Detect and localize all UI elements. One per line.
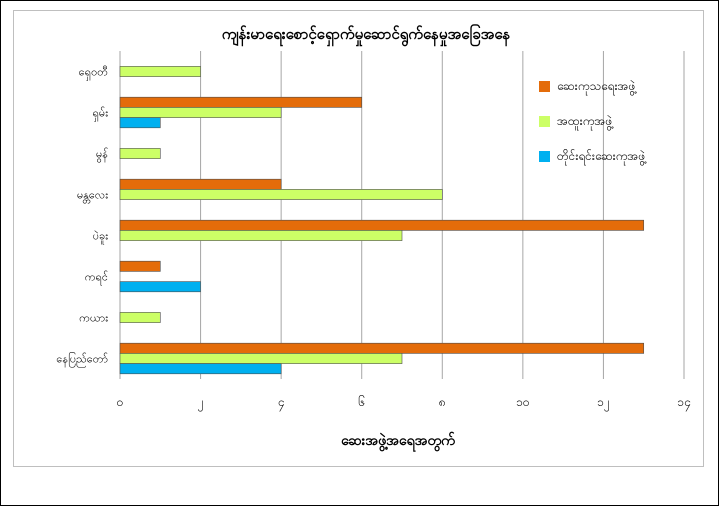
x-tick-labels: ၀ ၂ ၄ ၆ ၈ ၁၀ ၁၂ ၁၄ (117, 394, 691, 412)
bar (119, 281, 201, 293)
legend-swatch (539, 81, 550, 92)
category-label: မွန် (96, 148, 108, 163)
chart-title: ကျန်းမာရေးစောင့်ရှောက်မှုဆောင်ရွက်နေမှုအ… (222, 23, 511, 47)
x-axis-title: ဆေးအဖွဲ့အရေအတွက် (341, 432, 456, 452)
bar (119, 189, 443, 200)
bar (119, 363, 282, 375)
category-label: မန္တလေး (77, 189, 108, 204)
bar (119, 260, 161, 272)
category-label: ရှမ်း (93, 107, 109, 122)
legend-label: အထူးကုအဖွဲ့ (557, 113, 613, 131)
legend-label: ဆေးကုသရေးအဖွဲ့ (557, 78, 637, 96)
bar (119, 353, 403, 364)
category-label: နေပြည်တော် (56, 352, 108, 368)
bar (119, 148, 161, 159)
bar (119, 342, 645, 354)
x-tick-label: ၀ (117, 395, 124, 409)
bar (119, 66, 201, 77)
bar (119, 117, 161, 129)
bar (119, 312, 161, 323)
x-tick-label: ၆ (358, 394, 365, 409)
legend-swatch (539, 151, 550, 162)
x-tick-label: ၁၀ (516, 395, 530, 409)
legend: ဆေးကုသရေးအဖွဲ့အထူးကုအဖွဲ့တိုင်းရင်းဆေးကု… (539, 78, 646, 166)
category-label: ရှေ၀တီ (79, 66, 109, 81)
bar (119, 107, 282, 118)
category-label: ကရင် (85, 271, 108, 286)
category-label: ပဲခူး (93, 230, 108, 245)
category-label: ကယား (79, 312, 108, 325)
x-tick-label: ၁၄ (677, 395, 691, 412)
bar (119, 230, 403, 241)
x-tick-label: ၄ (278, 395, 285, 412)
bar (119, 96, 363, 108)
bar-chart: ကျန်းမာရေးစောင့်ရှောက်မှုဆောင်ရွက်နေမှုအ… (56, 23, 691, 452)
bar (119, 178, 282, 190)
x-tick-label: ၁၂ (597, 395, 610, 412)
x-tick-label: ၂ (198, 395, 204, 412)
category-labels: ရှေ၀တီရှမ်းမွန်မန္တလေးပဲခူးကရင်ကယားနေပြည… (56, 66, 108, 368)
bars (119, 66, 645, 375)
legend-label: တိုင်းရင်းဆေးကုအဖွဲ့ (557, 148, 646, 166)
chart-frame: ကျန်းမာရေးစောင့်ရှောက်မှုဆောင်ရွက်နေမှုအ… (13, 10, 704, 467)
legend-swatch (539, 116, 550, 127)
bar (119, 219, 645, 231)
x-tick-label: ၈ (439, 395, 446, 409)
